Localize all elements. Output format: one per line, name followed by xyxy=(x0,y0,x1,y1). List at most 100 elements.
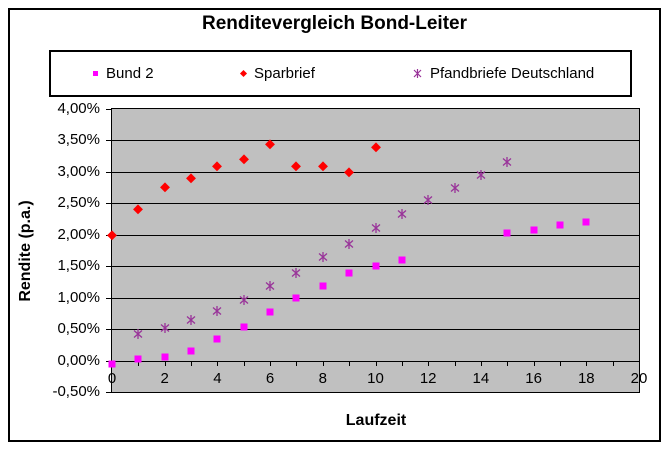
x-axis-tick xyxy=(375,360,377,366)
data-point-bund-2 xyxy=(108,360,116,368)
data-point-pfandbriefe-deutschland xyxy=(318,252,328,263)
y-axis-label: 2,00% xyxy=(57,225,100,243)
y-axis-tick xyxy=(106,109,112,110)
x-axis-tick xyxy=(428,360,430,366)
data-point-pfandbriefe-deutschland xyxy=(186,315,196,326)
x-axis-label: 16 xyxy=(525,369,542,387)
chart-title: Renditevergleich Bond-Leiter xyxy=(202,13,467,34)
square-marker-icon xyxy=(93,71,98,76)
x-axis-label: 12 xyxy=(419,369,437,387)
y-axis-tick xyxy=(106,140,112,142)
y-axis-label: -0,50% xyxy=(52,383,100,400)
data-point-bund-2 xyxy=(398,256,406,264)
legend-label: Bund 2 xyxy=(106,65,154,82)
data-point-bund-2 xyxy=(292,294,300,302)
data-point-sparbrief xyxy=(318,160,328,171)
data-point-pfandbriefe-deutschland xyxy=(423,195,433,206)
x-axis-tick xyxy=(454,360,456,366)
y-axis-tick xyxy=(106,392,112,393)
data-point-pfandbriefe-deutschland xyxy=(476,170,486,181)
gridline xyxy=(112,203,639,205)
x-axis-tick xyxy=(559,360,561,366)
data-point-pfandbriefe-deutschland xyxy=(344,238,354,249)
x-axis-tick xyxy=(349,360,351,366)
x-axis-label: 8 xyxy=(318,369,327,387)
diamond-marker-icon xyxy=(239,69,248,78)
y-axis-label: 1,50% xyxy=(57,257,100,275)
y-axis-tick xyxy=(106,266,112,268)
x-axis-label: 10 xyxy=(367,369,384,387)
data-point-sparbrief xyxy=(133,204,143,214)
x-axis-tick xyxy=(639,360,640,366)
data-point-sparbrief xyxy=(370,142,381,152)
x-axis-label: 20 xyxy=(630,369,648,387)
data-point-sparbrief xyxy=(186,173,196,183)
x-axis-tick xyxy=(138,360,140,366)
legend-item-sparbrief: Sparbrief xyxy=(239,52,315,95)
data-point-bund-2 xyxy=(530,226,538,234)
data-point-pfandbriefe-deutschland xyxy=(371,222,380,233)
data-point-bund-2 xyxy=(213,335,221,343)
data-point-pfandbriefe-deutschland xyxy=(133,328,143,339)
x-axis-tick xyxy=(243,360,245,366)
gridline xyxy=(112,297,639,299)
data-point-pfandbriefe-deutschland xyxy=(292,267,301,278)
x-axis-tick xyxy=(322,360,324,366)
data-point-bund-2 xyxy=(372,262,379,270)
data-point-sparbrief xyxy=(160,182,170,192)
x-axis-tick xyxy=(191,360,193,366)
y-axis-tick xyxy=(106,171,112,173)
data-point-sparbrief xyxy=(344,167,354,177)
gridline xyxy=(112,329,639,331)
data-point-sparbrief xyxy=(239,154,249,164)
data-point-pfandbriefe-deutschland xyxy=(502,157,512,168)
gridline xyxy=(112,140,639,142)
y-axis-tick xyxy=(106,297,112,299)
chart-border xyxy=(8,8,661,442)
plot-area: 0 2 4 6 8 10 12 14 16 18 20 xyxy=(106,108,647,393)
data-point-bund-2 xyxy=(240,323,248,331)
data-point-bund-2 xyxy=(582,218,590,226)
x-axis-tick xyxy=(533,360,535,366)
x-axis-tick xyxy=(164,360,166,366)
data-point-pfandbriefe-deutschland xyxy=(397,209,407,220)
gridline xyxy=(112,171,639,173)
data-point-pfandbriefe-deutschland xyxy=(160,322,170,333)
legend-label: Sparbrief xyxy=(254,65,315,82)
star-marker-icon xyxy=(413,69,422,78)
legend: Bund 2 Sparbrief Pfandbriefe Deutschland xyxy=(49,50,632,97)
data-point-bund-2 xyxy=(134,355,142,363)
y-axis-tick xyxy=(106,329,112,331)
x-axis-tick xyxy=(270,360,272,366)
x-axis-tick xyxy=(296,360,298,366)
data-point-sparbrief xyxy=(212,160,222,171)
y-axis-label: 3,50% xyxy=(57,131,100,149)
y-axis-label: 4,00% xyxy=(57,100,100,117)
data-point-bund-2 xyxy=(503,229,511,237)
x-axis-title: Laufzeit xyxy=(345,412,407,429)
x-axis-label: 18 xyxy=(577,369,595,387)
data-point-bund-2 xyxy=(319,282,327,290)
data-point-bund-2 xyxy=(187,347,195,355)
y-axis-label: 1,00% xyxy=(57,288,100,306)
x-axis-tick xyxy=(401,360,403,366)
x-axis-tick xyxy=(586,360,588,366)
y-axis-label: 0,50% xyxy=(57,320,100,338)
y-axis-tick xyxy=(106,203,112,205)
x-axis-label: 14 xyxy=(472,369,490,387)
data-point-bund-2 xyxy=(161,353,169,361)
data-point-bund-2 xyxy=(556,221,564,229)
legend-item-pfandbriefe: Pfandbriefe Deutschland xyxy=(413,52,594,95)
x-axis-label: 4 xyxy=(213,369,222,387)
data-point-pfandbriefe-deutschland xyxy=(239,294,249,305)
data-point-sparbrief xyxy=(291,160,302,171)
gridline xyxy=(112,234,639,236)
x-axis-label: 0 xyxy=(107,369,117,387)
x-axis-tick xyxy=(480,360,482,366)
y-axis-label: 2,50% xyxy=(57,194,100,212)
legend-item-bund-2: Bund 2 xyxy=(93,52,154,95)
x-axis-label: 6 xyxy=(265,369,275,387)
data-point-pfandbriefe-deutschland xyxy=(212,305,222,316)
x-axis-tick xyxy=(507,360,509,366)
